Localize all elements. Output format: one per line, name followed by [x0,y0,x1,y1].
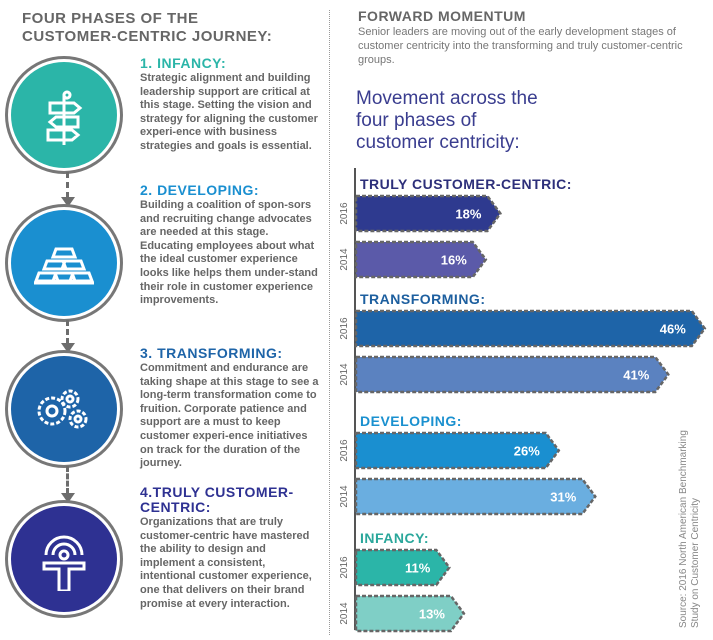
bar-value-label: 11% [405,561,431,576]
phase-circle [11,210,117,316]
gears-icon [37,389,88,429]
gold-bars-icon [34,247,94,285]
year-label: 2014 [339,485,350,508]
bar [354,194,502,233]
group-label: TRULY CUSTOMER-CENTRIC: [360,176,572,192]
year-label: 2014 [339,602,350,625]
phase-circle [11,356,117,462]
phase-title: 3. TRANSFORMING: [140,345,283,361]
source-note: Source: 2016 North American Benchmarking… [678,430,701,628]
title-line: FOUR PHASES OF THE [22,10,199,27]
phase-title: 1. INFANCY: [140,55,227,71]
year-label: 2016 [339,439,350,462]
bar-value-label: 46% [660,322,686,337]
phase-circle [11,62,117,168]
bar [354,431,561,470]
group-label: DEVELOPING: [360,413,462,429]
signpost-icon [46,90,83,145]
phase-text: Organizations that are truly customer-ce… [140,516,312,610]
phase-description: 2. DEVELOPING: Building a coalition of sp… [140,183,320,308]
phase-text: Building a coalition of spon-sors and re… [140,199,318,307]
phase-circle [11,506,117,612]
bar [354,240,488,279]
phase-description: 4.TRULY CUSTOMER-CENTRIC: Organizations t… [140,485,320,611]
year-label: 2014 [339,363,350,386]
section-title: FORWARD MOMENTUM [358,8,526,24]
phase-title: 4.TRULY CUSTOMER-CENTRIC: [140,484,294,515]
phase-title: 2. DEVELOPING: [140,182,260,198]
circle-ring [8,503,120,615]
group-label: INFANCY: [360,530,429,546]
circle-ring [8,207,120,319]
bar [354,594,466,633]
arrow-down-icon [61,493,75,503]
forward-momentum: FORWARD MOMENTUM Senior leaders are movi… [358,8,703,67]
chart-axis [354,168,356,630]
year-label: 2014 [339,248,350,271]
year-label: 2016 [339,202,350,225]
group-label: TRANSFORMING: [360,291,486,307]
connector [66,466,69,494]
phase-text: Strategic alignment and building leaders… [140,72,318,152]
bar [354,355,670,394]
connector [66,320,69,344]
circle-ring [8,353,120,465]
connector [66,172,69,198]
bar [354,477,597,516]
left-title: FOUR PHASES OF THE CUSTOMER-CENTRIC JOURN… [22,10,272,46]
arrow-down-icon [61,343,75,353]
bar-value-label: 13% [419,607,445,622]
phase-text: Commitment and endurance are taking shap… [140,362,319,470]
divider [329,10,330,635]
bar-value-label: 31% [550,490,576,505]
title-line: CUSTOMER-CENTRIC JOURNEY: [22,28,273,45]
bar-value-label: 26% [514,444,540,459]
bar-value-label: 16% [441,253,467,268]
bar [354,309,707,348]
chart-title: Movement across the four phases of custo… [356,88,538,153]
year-label: 2016 [339,556,350,579]
arrow-down-icon [61,197,75,207]
person-signal-icon [42,535,86,591]
phase-description: 3. TRANSFORMING: Commitment and endurance… [140,346,320,471]
year-label: 2016 [339,317,350,340]
bar-value-label: 18% [455,207,481,222]
bar-value-label: 41% [623,368,649,383]
bar [354,548,451,587]
intro-text: Senior leaders are moving out of the ear… [358,26,683,66]
circle-ring [8,59,120,171]
phase-description: 1. INFANCY: Strategic alignment and build… [140,56,320,154]
